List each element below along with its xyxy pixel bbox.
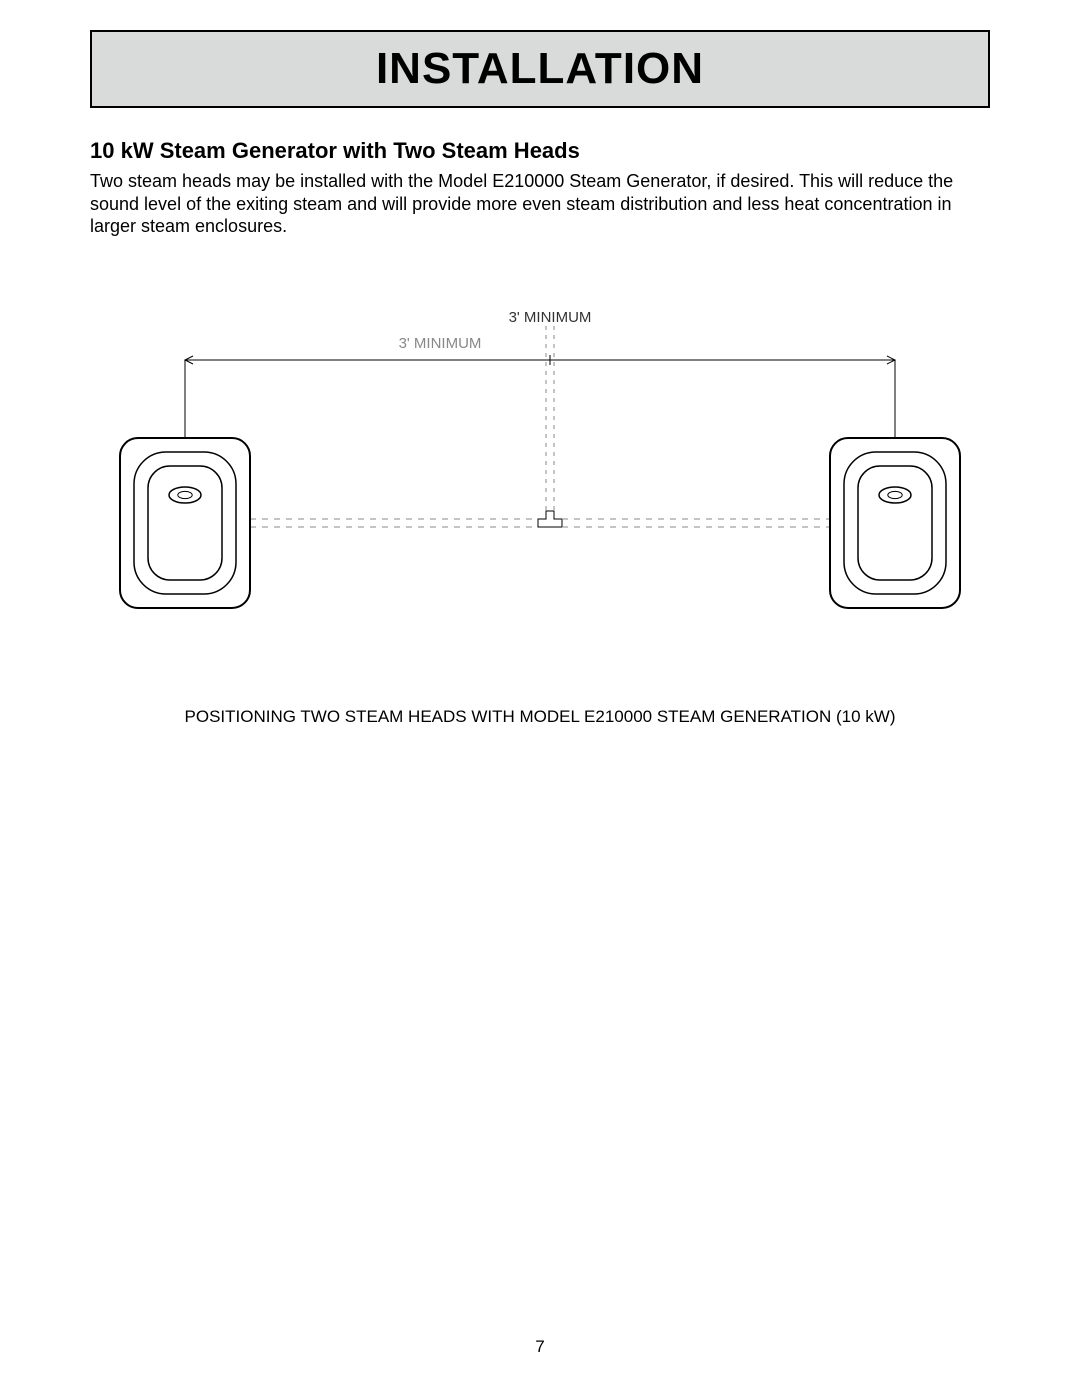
- diagram-container: 3' MINIMUM 3' MINIMUM POSITIONING TWO STE…: [90, 308, 990, 727]
- document-page: INSTALLATION 10 kW Steam Generator with …: [0, 0, 1080, 1397]
- diagram-caption: POSITIONING TWO STEAM HEADS WITH MODEL E…: [90, 707, 990, 727]
- steam-heads-diagram: 3' MINIMUM 3' MINIMUM: [90, 308, 990, 688]
- page-title: INSTALLATION: [376, 44, 704, 93]
- section-body: Two steam heads may be installed with th…: [90, 170, 990, 238]
- svg-text:3' MINIMUM: 3' MINIMUM: [509, 309, 592, 326]
- section-heading: 10 kW Steam Generator with Two Steam Hea…: [90, 138, 990, 164]
- page-number: 7: [0, 1337, 1080, 1357]
- svg-text:3' MINIMUM: 3' MINIMUM: [399, 335, 482, 352]
- title-box: INSTALLATION: [90, 30, 990, 108]
